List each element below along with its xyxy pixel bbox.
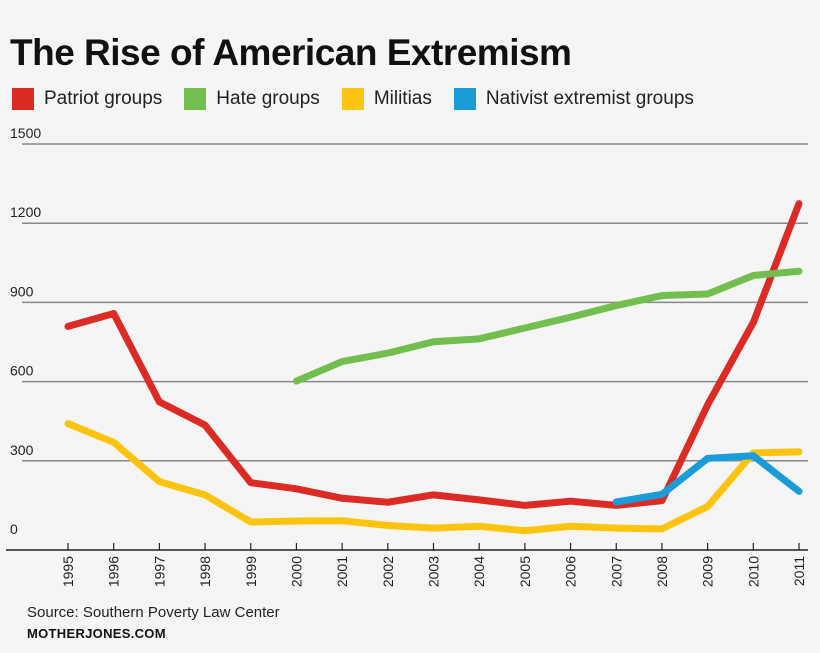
legend: Patriot groups Hate groups Militias Nati…: [12, 88, 716, 110]
legend-label: Hate groups: [216, 88, 320, 109]
legend-item-militias: Militias: [341, 88, 432, 110]
legend-item-patriot: Patriot groups: [12, 88, 162, 110]
x-tick-label: 2003: [426, 556, 442, 587]
y-tick-label: 600: [10, 363, 34, 379]
legend-item-hate: Hate groups: [184, 88, 320, 110]
legend-label: Patriot groups: [44, 88, 163, 109]
x-tick-label: 2004: [471, 556, 487, 587]
chart-title: The Rise of American Extremism: [10, 32, 572, 73]
x-tick-label: 1998: [197, 556, 213, 587]
x-tick-label: 2009: [700, 556, 716, 587]
x-tick-label: 2001: [334, 556, 350, 587]
brand-credit: MOTHERJONES.COM: [27, 626, 166, 641]
x-tick-label: 2011: [791, 556, 807, 586]
legend-item-nativist: Nativist extremist groups: [453, 88, 694, 110]
y-tick-label: 1200: [10, 204, 41, 220]
legend-swatch: [12, 88, 34, 110]
legend-swatch: [453, 88, 476, 110]
x-tick-label: 2008: [654, 556, 670, 587]
y-tick-label: 0: [10, 521, 18, 537]
x-tick-label: 2010: [745, 556, 761, 587]
x-tick-label: 1999: [243, 556, 259, 587]
series-line-nativist-extremist-groups: [612, 452, 803, 506]
x-tick-label: 1997: [151, 556, 167, 587]
legend-label: Nativist extremist groups: [485, 88, 694, 109]
x-tick-label: 2007: [608, 556, 624, 587]
x-tick-label: 1996: [106, 556, 122, 587]
x-tick-label: 2002: [380, 556, 396, 587]
legend-swatch: [184, 88, 207, 110]
series-line-hate-groups: [292, 267, 803, 385]
legend-label: Militias: [373, 88, 432, 109]
legend-swatch: [341, 88, 364, 110]
x-tick-label: 2005: [517, 556, 533, 587]
x-tick-label: 2006: [563, 556, 579, 587]
x-tick-label: 1995: [60, 556, 76, 587]
y-tick-label: 300: [10, 442, 34, 458]
y-tick-label: 900: [10, 283, 34, 299]
source-note: Source: Southern Poverty Law Center: [27, 604, 280, 621]
y-tick-label: 1500: [10, 125, 41, 141]
x-tick-label: 2000: [288, 556, 304, 587]
